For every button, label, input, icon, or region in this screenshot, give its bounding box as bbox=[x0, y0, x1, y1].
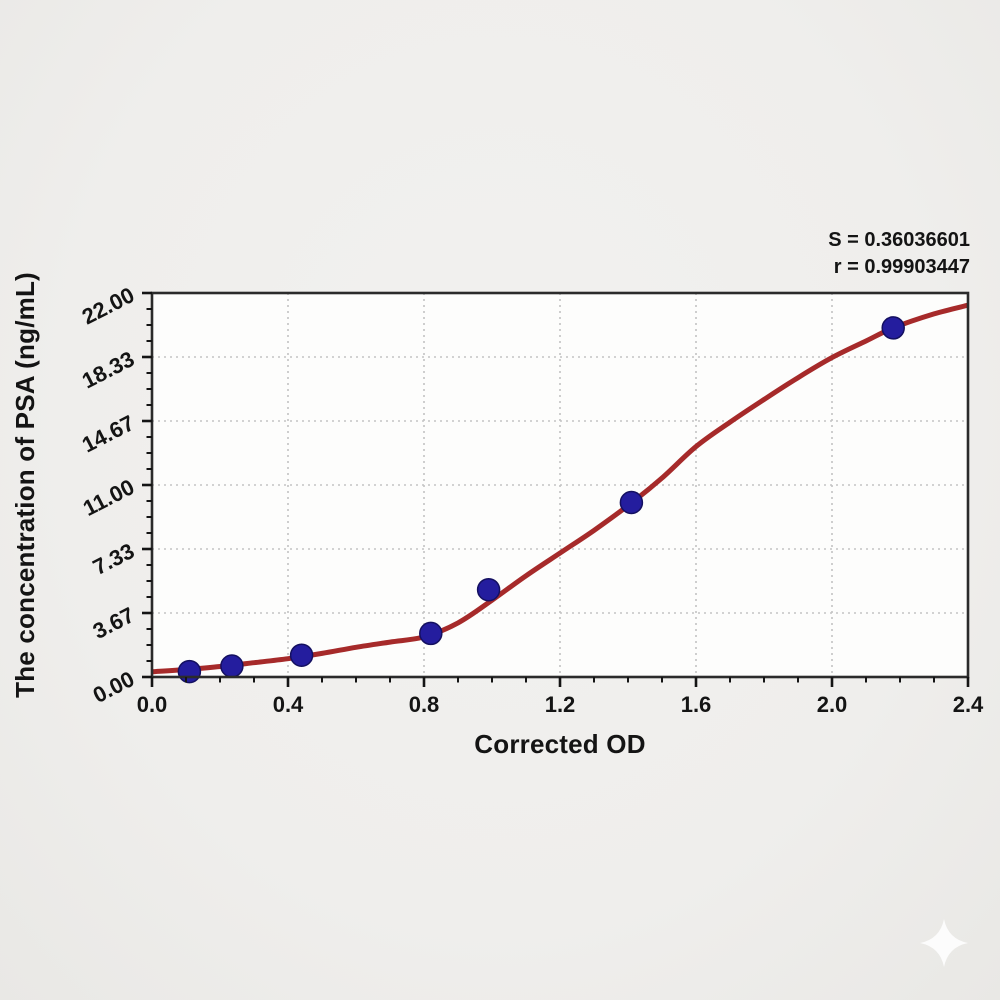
data-point bbox=[289, 643, 314, 667]
x-tick-label: 0.4 bbox=[273, 692, 304, 717]
x-tick-label: 2.0 bbox=[817, 692, 848, 717]
y-axis-title: The concentration of PSA (ng/mL) bbox=[10, 272, 40, 698]
data-points-layer bbox=[177, 316, 905, 684]
y-tick-label: 7.33 bbox=[89, 538, 139, 580]
y-tick-label: 0.00 bbox=[89, 666, 139, 708]
data-point bbox=[177, 659, 202, 684]
x-axis-title: Corrected OD bbox=[474, 729, 645, 759]
x-tick-label: 0.0 bbox=[137, 692, 168, 717]
annotation-s-value: S = 0.36036601 bbox=[828, 229, 970, 251]
y-tick-label: 18.33 bbox=[78, 346, 138, 393]
data-point bbox=[476, 577, 501, 602]
y-tick-label: 3.67 bbox=[89, 602, 139, 644]
data-point bbox=[881, 316, 905, 340]
x-tick-label: 1.2 bbox=[545, 692, 576, 717]
fit-curve-layer bbox=[152, 302, 968, 675]
y-tick-label: 22.00 bbox=[78, 282, 138, 329]
x-tick-label: 1.6 bbox=[681, 692, 712, 717]
gridlines bbox=[152, 293, 968, 677]
fit-curve bbox=[152, 302, 968, 675]
y-tick-label: 11.00 bbox=[79, 474, 138, 521]
data-point bbox=[220, 654, 244, 678]
axis-ticks bbox=[142, 291, 970, 687]
x-tick-label: 0.8 bbox=[409, 692, 440, 717]
y-tick-label: 14.67 bbox=[78, 410, 138, 457]
sparkle-icon bbox=[920, 919, 968, 967]
data-point bbox=[619, 490, 644, 515]
data-point bbox=[419, 621, 443, 646]
annotation-r-value: r = 0.99903447 bbox=[834, 256, 970, 278]
x-tick-label: 2.4 bbox=[953, 692, 984, 717]
